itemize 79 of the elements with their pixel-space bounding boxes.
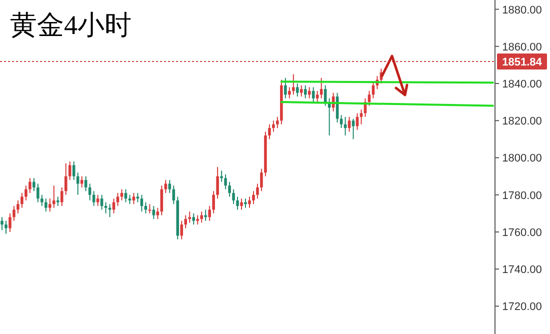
candlestick	[72, 160, 76, 180]
candlestick	[140, 194, 144, 212]
candlestick	[52, 185, 56, 208]
candlestick	[228, 181, 231, 198]
candlestick	[192, 212, 196, 226]
candlestick	[212, 190, 215, 214]
y-tick-label: 1820.00	[502, 116, 542, 128]
candlestick	[268, 124, 271, 140]
candlestick	[204, 209, 207, 222]
candlestick	[24, 185, 28, 201]
candlestick	[56, 196, 60, 206]
candlestick	[180, 220, 184, 240]
chart-title: 黄金4小时	[10, 10, 132, 40]
y-tick-label: 1800.00	[502, 152, 542, 165]
candlestick	[252, 190, 255, 205]
candlestick	[308, 86, 311, 99]
candlestick	[168, 179, 172, 194]
candlestick	[100, 194, 104, 210]
candlestick	[224, 174, 227, 190]
candlestick	[148, 204, 152, 214]
candlestick	[248, 196, 251, 208]
y-tick-label: 1880.00	[502, 4, 542, 16]
candlestick	[296, 83, 299, 97]
candlestick	[12, 205, 16, 222]
candlestick	[60, 186, 64, 206]
candlestick	[324, 84, 327, 106]
candlestick	[40, 194, 44, 206]
candlestick	[300, 84, 303, 97]
y-tick-label: 1780.00	[502, 190, 542, 202]
candlestick	[288, 86, 291, 99]
ref-line-label: 1851.84	[502, 56, 543, 69]
y-tick-label: 1720.00	[502, 301, 542, 314]
candlestick	[48, 198, 52, 212]
candlestick	[284, 77, 287, 99]
candlestick	[360, 108, 363, 125]
candlestick	[292, 74, 295, 96]
candlestick	[276, 116, 279, 129]
candlestick	[348, 116, 351, 132]
candlestick	[132, 192, 136, 205]
candlestick	[236, 196, 239, 210]
candlestick	[240, 198, 243, 210]
candlestick	[96, 194, 100, 206]
candlestick	[88, 183, 92, 201]
candlestick	[68, 160, 72, 180]
candlestick	[368, 90, 371, 106]
candlestick	[200, 211, 203, 224]
candlestick	[184, 214, 188, 229]
candlestick	[32, 178, 36, 192]
y-tick-label: 1860.00	[502, 41, 542, 54]
candlestick	[0, 216, 4, 231]
y-tick-label: 1840.00	[502, 78, 542, 90]
candlestick	[84, 176, 88, 192]
candlestick	[116, 192, 120, 206]
candlestick	[4, 220, 8, 234]
candlestick	[304, 84, 307, 99]
candlestick	[260, 168, 263, 192]
candlestick	[188, 211, 192, 224]
y-tick-label: 1740.00	[502, 264, 542, 276]
candlestick	[216, 166, 219, 200]
candlestick	[20, 192, 24, 208]
y-tick-label: 1760.00	[502, 226, 542, 239]
candlestick	[64, 162, 68, 196]
candlestick	[208, 205, 211, 222]
candlestick	[16, 200, 20, 214]
candlestick	[164, 179, 168, 194]
candlestick	[8, 212, 12, 232]
candlestick	[136, 192, 140, 203]
candlestick	[312, 86, 315, 103]
candlestick	[28, 178, 32, 194]
candlestick	[272, 120, 275, 132]
candlestick	[44, 198, 48, 212]
candlestick	[196, 214, 199, 226]
candlestick	[256, 183, 259, 200]
candlestick	[128, 194, 132, 205]
candlestick	[92, 190, 96, 206]
candlestick	[36, 183, 40, 203]
candlestick	[104, 202, 108, 214]
candlestick	[232, 188, 235, 205]
candlestick	[316, 90, 319, 103]
